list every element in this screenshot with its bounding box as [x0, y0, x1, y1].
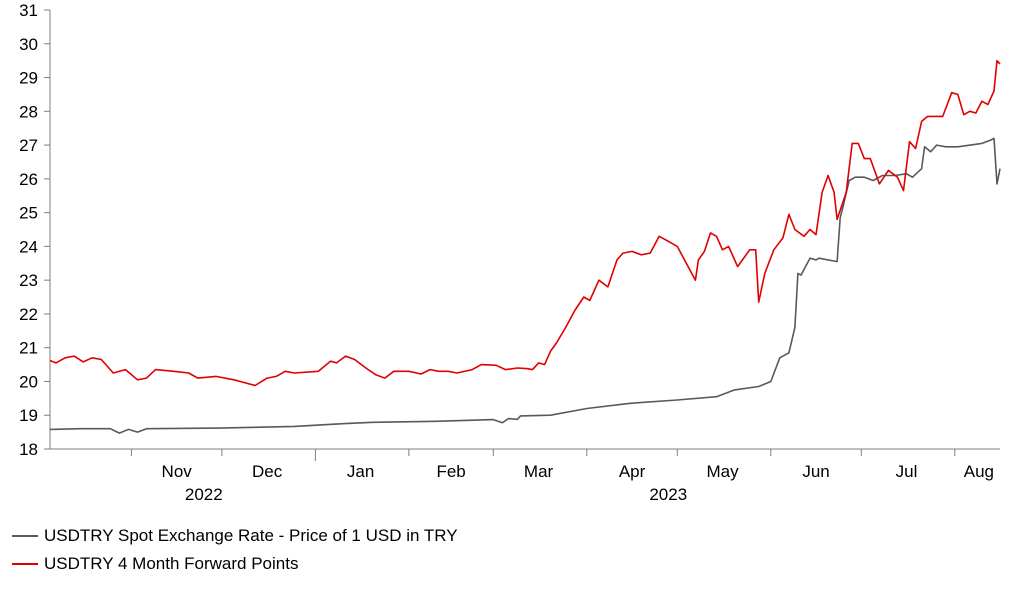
- y-tick-label: 24: [19, 237, 38, 256]
- forward-points-line: [49, 59, 1001, 387]
- legend-item-spot: USDTRY Spot Exchange Rate - Price of 1 U…: [12, 522, 458, 550]
- y-tick-label: 28: [19, 102, 38, 121]
- y-tick-label: 18: [19, 440, 38, 459]
- y-tick-label: 21: [19, 339, 38, 358]
- x-month-label: Apr: [619, 462, 646, 481]
- y-tick-label: 23: [19, 271, 38, 290]
- x-month-label: Jan: [347, 462, 374, 481]
- y-tick-label: 29: [19, 69, 38, 88]
- legend-label-forward: USDTRY 4 Month Forward Points: [44, 554, 299, 573]
- y-tick-label: 19: [19, 406, 38, 425]
- y-tick-label: 25: [19, 204, 38, 223]
- legend-swatch-forward: [12, 563, 38, 565]
- y-tick-label: 27: [19, 136, 38, 155]
- x-year-label: 2022: [185, 485, 223, 504]
- legend: USDTRY Spot Exchange Rate - Price of 1 U…: [12, 522, 458, 578]
- legend-label-spot: USDTRY Spot Exchange Rate - Price of 1 U…: [44, 526, 458, 545]
- x-axis: Nov Dec Jan Feb Mar Apr May Jun Jul Aug 2022 2023: [50, 448, 1000, 504]
- y-tick-label: 20: [19, 372, 38, 391]
- x-month-label: Nov: [162, 462, 193, 481]
- y-axis: 18 19 20 21 22 23 24 25 26 27 28 29 30 31: [19, 1, 51, 459]
- y-tick-label: 26: [19, 170, 38, 189]
- x-month-label: Jun: [802, 462, 829, 481]
- legend-item-forward: USDTRY 4 Month Forward Points: [12, 550, 458, 578]
- series-layer: [49, 59, 1001, 434]
- y-tick-label: 31: [19, 1, 38, 20]
- spot-rate-line: [49, 137, 1001, 434]
- x-year-label: 2023: [649, 485, 687, 504]
- chart-svg: 18 19 20 21 22 23 24 25 26 27 28 29 30 31 Nov Dec Jan Fe…: [19, 1, 1001, 504]
- x-month-label: Mar: [524, 462, 554, 481]
- y-tick-label: 30: [19, 35, 38, 54]
- y-tick-label: 22: [19, 305, 38, 324]
- x-month-label: Jul: [896, 462, 918, 481]
- x-month-label: Feb: [436, 462, 465, 481]
- x-month-label: Dec: [252, 462, 283, 481]
- legend-swatch-spot: [12, 535, 38, 537]
- x-month-label: May: [706, 462, 739, 481]
- x-month-label: Aug: [964, 462, 994, 481]
